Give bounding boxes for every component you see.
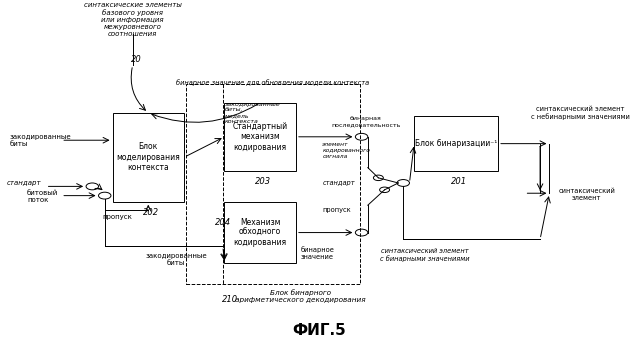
Bar [186, 84, 360, 284]
Text: 20: 20 [131, 55, 141, 64]
Text: закодированные
биты: закодированные биты [10, 134, 71, 147]
Text: Стандартный
механизм
кодирования: Стандартный механизм кодирования [233, 122, 288, 152]
Text: синтаксический элемент
с небинарными значениями: синтаксический элемент с небинарными зна… [531, 106, 630, 120]
Text: битовый
поток: битовый поток [27, 190, 58, 203]
Text: пропуск: пропуск [102, 214, 132, 220]
Text: Механизм
обходного
кодирования: Механизм обходного кодирования [234, 218, 287, 248]
Text: 204: 204 [215, 218, 231, 227]
Text: Блок
моделирования
контекста: Блок моделирования контекста [116, 142, 180, 172]
Text: закодированные
биты,
модель
контекста: закодированные биты, модель контекста [225, 102, 280, 124]
Text: ФИГ.5: ФИГ.5 [292, 323, 346, 338]
Text: 202: 202 [143, 208, 159, 216]
Bar [414, 116, 498, 171]
Text: синтаксический
элемент: синтаксический элемент [558, 188, 615, 201]
Text: пропуск: пропуск [323, 207, 351, 213]
Text: 201: 201 [451, 177, 467, 186]
Bar [225, 202, 296, 263]
Text: Блок бинарного
арифметического декодирования: Блок бинарного арифметического декодиров… [236, 289, 366, 303]
Text: синтаксические элементы
базового уровня
или информация
межуровневого
соотношения: синтаксические элементы базового уровня … [84, 2, 182, 37]
Text: бинарная
последовательность: бинарная последовательность [332, 116, 401, 127]
Text: синтаксический элемент
с бинарными значениями: синтаксический элемент с бинарными значе… [380, 248, 470, 262]
Text: бинарное
значение: бинарное значение [301, 246, 335, 260]
Text: Блок бинаризации⁻¹: Блок бинаризации⁻¹ [415, 139, 497, 148]
Text: 210: 210 [221, 295, 238, 304]
Bar [113, 113, 184, 202]
Text: элемент
кодированного
сигнала: элемент кодированного сигнала [323, 142, 371, 159]
Text: 203: 203 [255, 177, 271, 186]
Text: стандарт: стандарт [6, 180, 42, 186]
Text: бинарное значение для обновления модели контекста: бинарное значение для обновления модели … [176, 79, 369, 86]
Text: закодированные
биты: закодированные биты [145, 253, 207, 266]
Text: стандарт: стандарт [323, 180, 355, 186]
Bar [225, 103, 296, 171]
